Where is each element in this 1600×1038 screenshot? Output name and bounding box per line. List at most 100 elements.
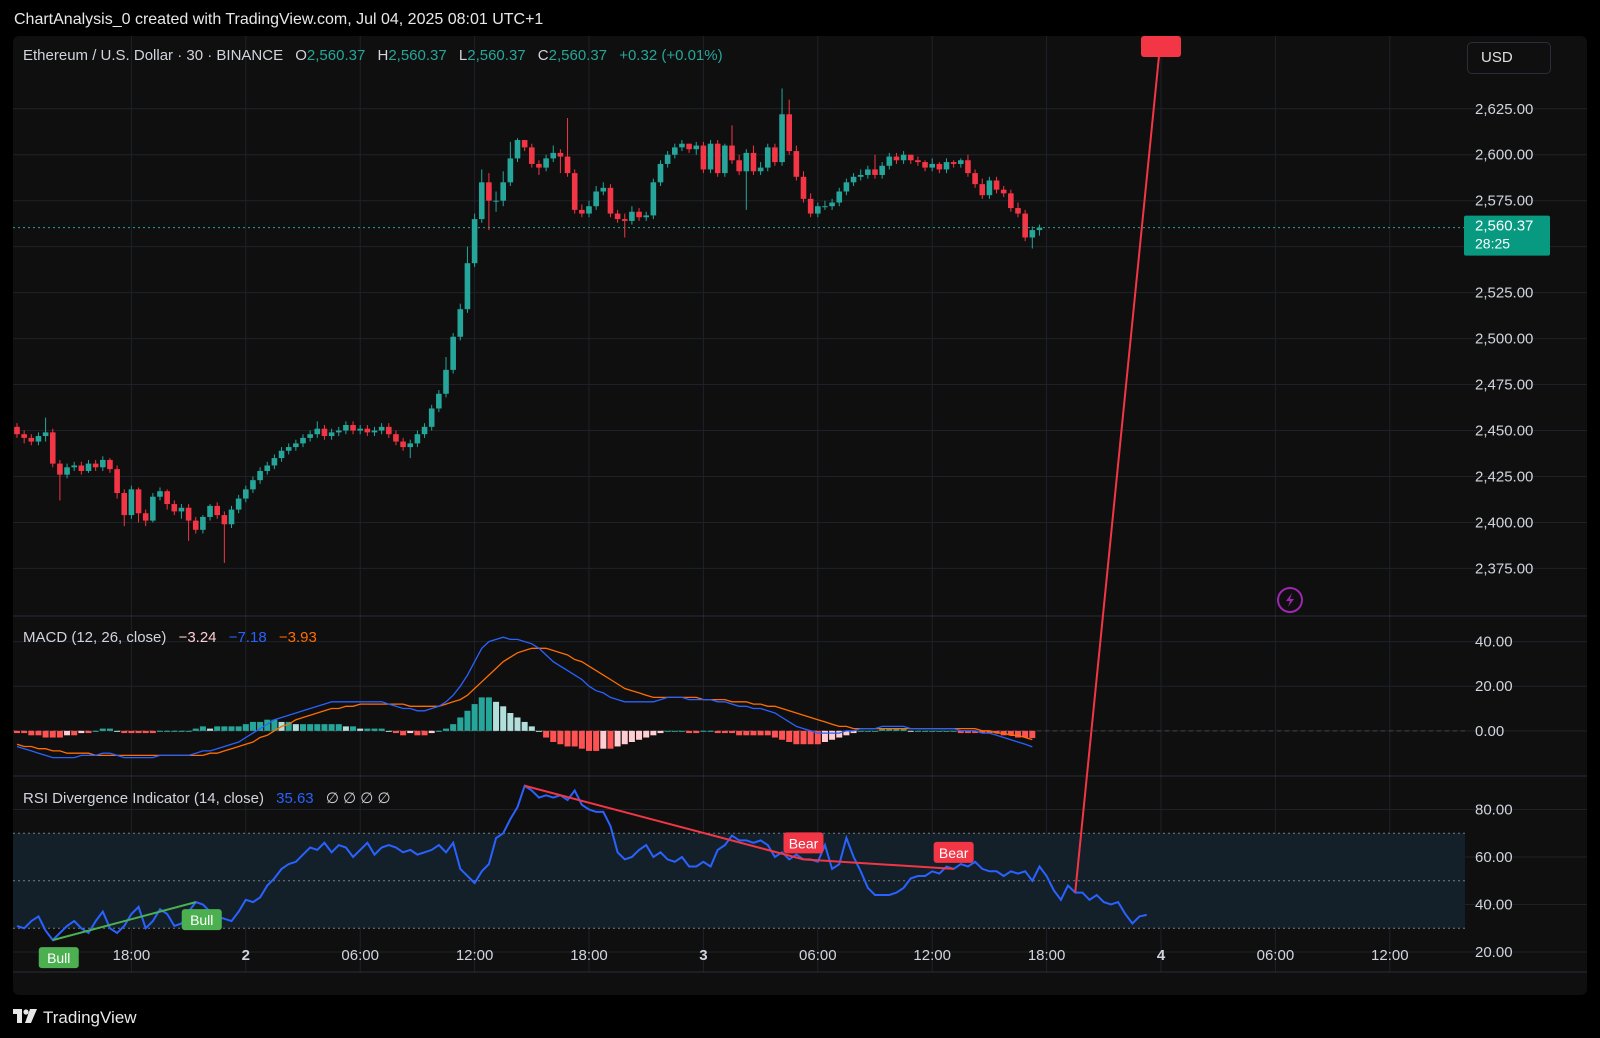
macd-hist-bar [807,730,814,745]
rsi-band [13,832,1465,929]
candle-body [829,202,835,207]
chart-grid [13,36,1587,972]
rsi-title: RSI Divergence Indicator (14, close) [23,790,264,807]
candle-body [972,173,978,185]
macd-hist-bar [864,730,871,732]
macd-tick-label: 40.00 [1475,634,1513,651]
time-tick-label: 06:00 [341,947,379,964]
candle-body [693,145,700,150]
macd-tick-label: 20.00 [1475,678,1513,695]
candle-body [657,163,664,183]
candle-body [850,176,857,183]
candle-body [207,505,213,517]
macd-hist-bar [693,730,700,734]
bear-signal-box [783,832,824,854]
candle-body [793,151,800,177]
candle-body [271,458,278,466]
macd-hist-bar [707,730,714,732]
time-axis[interactable]: 18:00 2 06:00 12:00 18:00 3 06:00 12:00 18:00 4 06… [113,947,1409,964]
currency-button[interactable]: USD [1467,42,1551,74]
macd-hist-bar [478,697,485,731]
candle-body [529,147,535,164]
macd-hist-bar [235,726,242,731]
price-axis[interactable]: 2,625.002,600.002,575.002,550.002,525.00… [1475,101,1533,578]
candle-body [593,191,599,207]
candle-body [672,147,678,155]
macd-hist-bar [578,730,585,749]
symbol-legend[interactable]: Ethereum / U.S. Dollar · 30 · BINANCE O2… [23,47,723,64]
bull-signal-box [181,909,222,931]
macd-hist-bar [128,730,135,734]
macd-hist-bar [736,730,743,736]
high-value: 2,560.37 [388,47,446,64]
rsi-legend[interactable]: RSI Divergence Indicator (14, close) 35.… [23,790,391,807]
bear-divergence-line [1074,36,1162,893]
last-price-label: 2,560.37 28:25 [1464,215,1550,256]
macd-hist-bar [149,730,156,734]
macd-hist-bar [821,730,828,742]
macd-hist-bar [457,717,464,731]
close-label: C [538,47,549,64]
tradingview-logo[interactable]: TradingView [13,1008,137,1028]
time-tick-label: 3 [699,947,707,964]
time-tick-label: 2 [242,947,250,964]
price-tick-label: 2,625.00 [1475,101,1533,118]
macd-hist-bar [207,728,214,731]
candle-body [614,213,621,220]
candle-body [700,145,707,170]
macd-hist-bar [35,730,42,736]
rsi-flags: ∅ ∅ ∅ ∅ [326,790,391,807]
chart-svg[interactable]: Bull Bull Bear Bear Bear 2,625.00 2,600.00 2,5… [13,36,1587,995]
candle-body [1022,213,1028,238]
price-tick-label: 2,375.00 [1475,560,1533,577]
time-tick-label: 12:00 [456,947,494,964]
rsi-axis[interactable]: 80.00 60.00 40.00 20.00 [1475,802,1513,962]
candle-body [714,143,721,174]
candle-body [235,498,242,510]
bear-divergence-line [524,784,804,861]
macd-hist-bar [335,724,342,731]
candle-body [128,489,135,516]
bull-signal-label: Bull [190,912,213,928]
macd-hist-bar [378,728,385,731]
candle-body [915,160,921,163]
macd-hist-bar [307,724,314,731]
macd-hist-bar [571,730,578,747]
macd-hist-bar [564,730,571,747]
macd-hist-bar [614,730,621,747]
bull-signal-label: Bull [47,950,70,966]
macd-legend[interactable]: MACD (12, 26, close) −3.24 −7.18 −3.93 [23,629,317,646]
macd-hist-bar [936,730,943,732]
lightning-icon[interactable] [1277,587,1303,613]
candle-body [893,156,900,161]
candle-body [371,430,378,433]
candle-body [736,160,742,172]
macd-hist-bar [786,730,793,742]
open-label: O [295,47,307,64]
bear-signal-label: Bear [789,835,819,851]
macd-hist-bar [371,728,378,731]
close-value: 2,560.37 [549,47,607,64]
candle-body [343,425,349,431]
low-value: 2,560.37 [467,47,525,64]
candle-body [214,505,220,516]
candle-body [757,167,764,172]
macd-axis[interactable]: 40.00 20.00 0.00 [1475,634,1513,740]
price-tick-label: 2,475.00 [1475,377,1533,394]
candle-body [414,434,421,444]
candle-body [450,336,456,370]
macd-hist-bar [435,730,442,732]
candle-body [121,493,128,516]
candle-body [500,182,506,201]
tradingview-logo-icon [13,1008,37,1028]
candle-body [1029,230,1036,238]
candle-body [257,470,263,481]
macd-hist-bar [750,730,757,736]
rsi-tick-label: 20.00 [1475,944,1513,961]
macd-hist-bar [528,726,535,731]
macd-hist-bar [221,726,228,731]
macd-hist-bar [164,730,171,732]
candle-body [200,516,206,530]
candle-body [493,200,499,202]
candle-body [536,163,542,168]
